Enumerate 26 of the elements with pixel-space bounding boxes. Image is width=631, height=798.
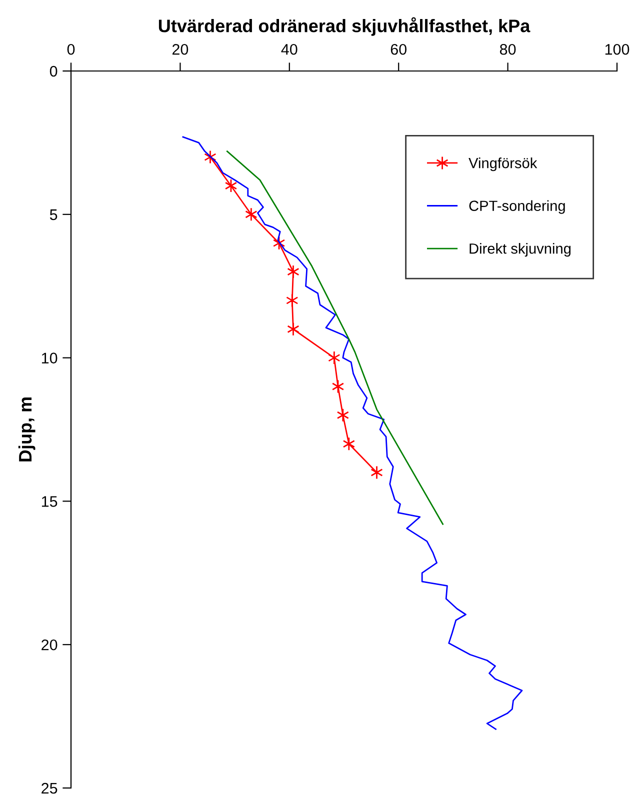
point — [342, 436, 356, 451]
chart-title: Utvärderad odränerad skjuvhållfasthet, kPa — [158, 17, 530, 36]
point — [287, 264, 300, 279]
y-tick-label: 15 — [42, 496, 58, 507]
x-tick-label: 100 — [605, 44, 630, 55]
point — [287, 322, 300, 336]
x-tick-label: 60 — [390, 44, 406, 55]
x-tick-label: 20 — [172, 44, 188, 55]
point — [286, 293, 298, 308]
y-tick-label: 25 — [42, 782, 58, 794]
point — [370, 466, 383, 480]
y-tick-label: 20 — [42, 639, 58, 650]
point — [245, 207, 258, 222]
x-tick-label: 80 — [500, 44, 516, 55]
y-tick-label: 10 — [42, 352, 58, 364]
legend-label: Direkt skjuvning — [470, 243, 571, 257]
legend-label: Vingförsök — [468, 158, 538, 172]
y-axis-title: Djup, m — [18, 398, 36, 462]
x-tick-label: 0 — [67, 44, 75, 55]
line-series — [226, 150, 444, 525]
y-tick-label: 0 — [50, 66, 58, 77]
point — [328, 350, 340, 365]
y-tick-label: 5 — [50, 209, 58, 220]
x-tick-label: 40 — [281, 44, 298, 55]
point — [336, 408, 350, 422]
legend-label: CPT-sondering — [469, 200, 565, 214]
